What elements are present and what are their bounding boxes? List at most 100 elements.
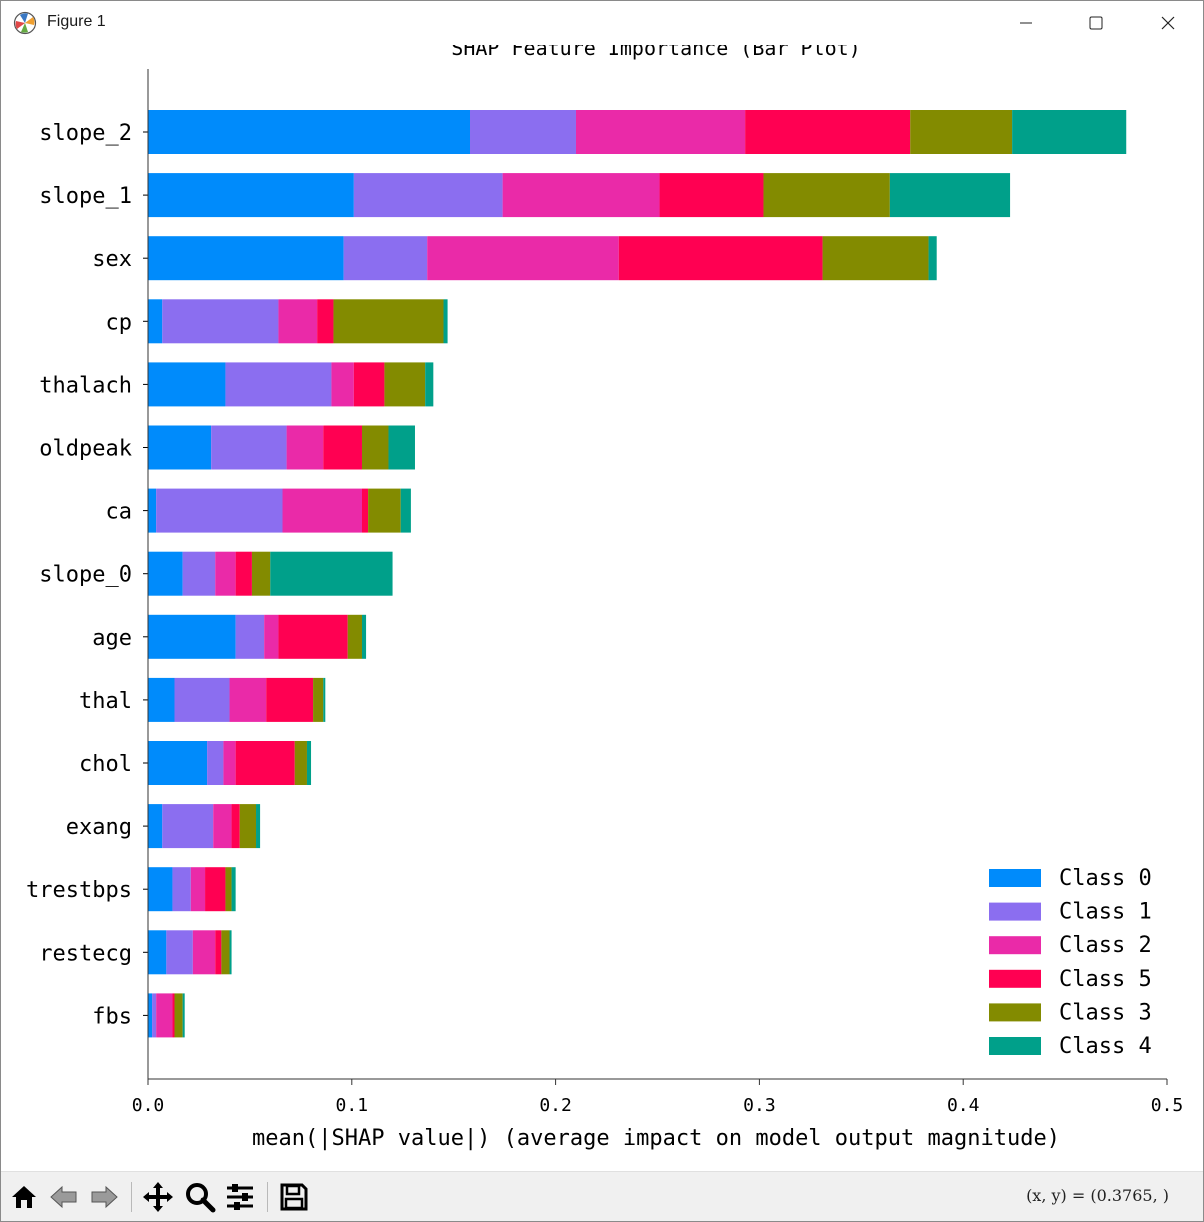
bar-segment [317, 299, 334, 344]
y-tick-label: slope_2 [39, 121, 132, 146]
bar-segment [470, 110, 576, 154]
y-tick-label: age [92, 626, 132, 651]
bar-segment [235, 741, 295, 785]
forward-button[interactable] [87, 1180, 121, 1214]
legend-swatch [989, 1003, 1041, 1022]
bar-segment [443, 299, 448, 344]
bar-segment [239, 804, 257, 849]
bar-segment [278, 299, 318, 344]
pan-button[interactable] [141, 1180, 175, 1214]
y-tick-label: sex [92, 247, 132, 272]
bar-segment [192, 930, 216, 975]
bar-segment [182, 551, 216, 596]
bar-segment [162, 299, 279, 344]
legend-label: Class 2 [1059, 933, 1152, 958]
shap-bar-chart: SHAP Feature Importance (Bar Plot) slope… [26, 45, 1183, 1151]
bar-segment [306, 741, 312, 785]
bar-segment [910, 110, 1013, 154]
x-axis-label: mean(|SHAP value|) (average impact on mo… [252, 1126, 1060, 1151]
bar-segment [353, 362, 385, 407]
bar-segment [384, 362, 426, 407]
bar-segment [745, 110, 911, 154]
forward-arrow-icon [91, 1185, 118, 1209]
bar-segment [353, 173, 503, 218]
coordinate-readout: (x, y) = (0.3765, ) [1026, 1186, 1169, 1205]
bar-segment [148, 741, 208, 785]
bar-segment [166, 930, 193, 975]
bar-segment [256, 804, 261, 849]
bar-segment [928, 236, 937, 281]
bar-segment [278, 614, 348, 659]
plot-canvas[interactable]: SHAP Feature Importance (Bar Plot) slope… [1, 45, 1203, 1169]
bar-segment [162, 804, 214, 849]
bar-segment [148, 930, 167, 975]
zoom-magnifier-icon [186, 1183, 216, 1213]
toolbar-separator [267, 1182, 268, 1212]
close-icon [1161, 16, 1175, 30]
bar-segment [205, 867, 226, 912]
bar-segment [148, 173, 354, 218]
bar-segment [270, 551, 393, 596]
bar-segment [347, 614, 362, 659]
bar-segment [361, 614, 367, 659]
bar-segment [323, 425, 362, 470]
bar-segment [361, 488, 369, 533]
bar-segment [174, 677, 230, 722]
x-tick-label: 0.3 [743, 1095, 776, 1116]
bar-segment [148, 299, 163, 344]
bar-segment [148, 677, 175, 722]
configure-subplots-button[interactable] [223, 1180, 257, 1214]
bar-segment [156, 993, 173, 1038]
bar-segment [323, 677, 326, 722]
legend-swatch [989, 902, 1041, 921]
legend-swatch [989, 969, 1041, 988]
bar-segment [264, 614, 279, 659]
title-bar: Figure 1 [1, 1, 1203, 45]
bar-segment [235, 551, 252, 596]
legend-swatch [989, 869, 1041, 887]
save-disk-icon [280, 1183, 308, 1211]
y-tick-label: thal [79, 689, 132, 714]
minimize-icon [1020, 22, 1032, 24]
y-tick-label: slope_1 [39, 184, 132, 209]
y-tick-label: ca [106, 500, 133, 525]
x-tick-label: 0.0 [132, 1095, 165, 1116]
save-button[interactable] [277, 1180, 311, 1214]
legend-label: Class 1 [1059, 900, 1152, 925]
legend-swatch [989, 936, 1041, 955]
bar-segment [1012, 110, 1127, 154]
bar-segment [223, 741, 236, 785]
y-tick-label: trestbps [26, 878, 132, 903]
back-button[interactable] [47, 1180, 81, 1214]
legend-label: Class 3 [1059, 1000, 1152, 1025]
bar-segment [231, 867, 236, 912]
zoom-button[interactable] [183, 1180, 217, 1214]
maximize-button[interactable] [1061, 1, 1131, 45]
window-title: Figure 1 [47, 13, 106, 30]
bar-segment [251, 551, 271, 596]
pan-move-icon [143, 1182, 173, 1212]
bar-segment [618, 236, 823, 281]
bar-segment [148, 236, 344, 281]
bar-segment [225, 362, 332, 407]
bar-segment [822, 236, 929, 281]
x-tick-label: 0.2 [539, 1095, 572, 1116]
close-button[interactable] [1133, 1, 1203, 45]
bar-segment [294, 741, 307, 785]
bar-segment [148, 804, 163, 849]
bar-segment [148, 867, 173, 912]
bar-segment [221, 930, 230, 975]
bar-segment [148, 551, 183, 596]
bar-segment [229, 677, 267, 722]
x-tick-label: 0.4 [947, 1095, 980, 1116]
legend-label: Class 5 [1059, 967, 1152, 992]
home-button[interactable] [7, 1180, 41, 1214]
y-tick-label: oldpeak [39, 437, 132, 462]
bar-segment [427, 236, 619, 281]
bar-segment [211, 425, 287, 470]
bar-segment [225, 867, 232, 912]
minimize-button[interactable] [991, 1, 1061, 45]
bar-segment [313, 677, 324, 722]
bar-group [148, 110, 1127, 1038]
